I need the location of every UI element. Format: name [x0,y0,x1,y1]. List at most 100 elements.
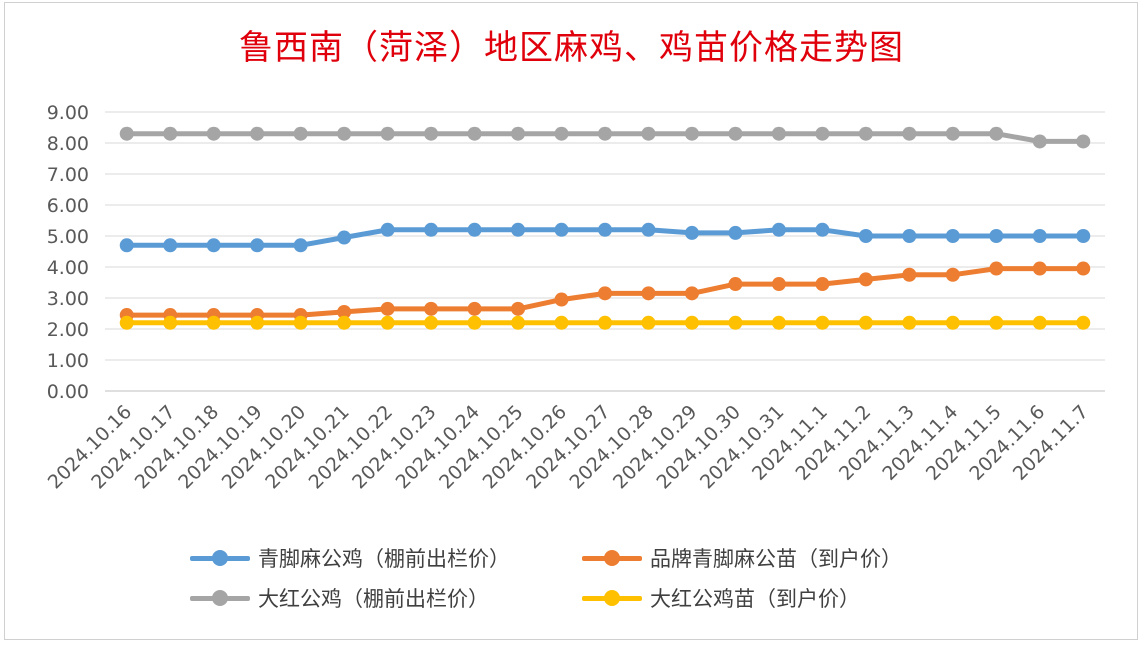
y-tick-label: 4.00 [47,257,89,279]
data-point-series-2 [1032,261,1047,276]
data-point-series-1 [250,238,265,253]
y-tick-label: 7.00 [47,164,89,186]
y-tick-label: 6.00 [47,195,89,217]
data-point-series-2 [902,267,917,282]
data-point-series-1 [1032,229,1047,243]
data-point-series-2 [424,301,439,316]
data-point-series-4 [815,315,830,330]
data-point-series-4 [598,315,612,330]
data-point-series-4 [989,315,1004,330]
data-point-series-2 [380,301,395,316]
data-point-series-4 [1032,315,1047,330]
legend-marker-icon [190,548,250,568]
legend-label: 大红公鸡（棚前出栏价） [258,587,489,611]
data-point-series-3 [206,126,221,141]
y-tick-label: 0.00 [47,381,89,403]
data-point-series-3 [424,126,439,141]
data-point-series-4 [206,315,221,330]
legend-label: 品牌青脚麻公苗（到户价） [650,547,902,571]
legend-item-series-1: 青脚麻公鸡（棚前出栏价） [190,540,510,576]
data-point-series-4 [684,315,699,330]
legend-marker-icon [190,588,250,608]
data-point-series-4 [467,315,482,330]
data-point-series-1 [815,222,830,237]
data-point-series-3 [902,126,917,141]
y-tick-label: 9.00 [47,102,89,124]
data-point-series-4 [1076,315,1091,330]
legend-item-series-4: 大红公鸡苗（到户价） [582,580,860,616]
data-point-series-1 [858,229,873,243]
data-point-series-3 [641,126,656,141]
data-point-series-2 [858,272,873,287]
data-point-series-2 [728,277,743,292]
data-point-series-1 [989,229,1004,243]
data-point-series-3 [337,126,352,141]
y-tick-label: 3.00 [47,288,89,310]
data-point-series-4 [771,315,786,330]
data-point-series-1 [728,225,743,240]
data-point-series-4 [380,315,395,330]
data-point-series-3 [554,126,569,141]
data-point-series-4 [293,315,308,330]
data-point-series-3 [945,126,960,141]
data-point-series-4 [337,315,352,330]
data-point-series-3 [815,126,830,141]
data-point-series-2 [989,261,1004,276]
data-point-series-4 [902,315,917,330]
data-point-series-4 [511,315,526,330]
data-point-series-3 [467,126,482,141]
legend-marker-icon [582,588,642,608]
data-point-series-3 [380,126,395,141]
data-point-series-4 [858,315,873,330]
data-point-series-3 [771,126,786,141]
data-point-series-2 [771,277,786,292]
data-point-series-1 [511,222,526,237]
data-point-series-1 [424,222,439,237]
data-point-series-3 [163,126,178,141]
data-point-series-3 [511,126,526,141]
data-point-series-1 [945,229,960,243]
data-point-series-2 [945,267,960,282]
data-point-series-2 [684,286,699,301]
data-point-series-4 [641,315,656,330]
data-point-series-4 [250,315,265,330]
data-point-series-1 [1076,229,1091,243]
data-point-series-3 [1076,134,1091,149]
data-point-series-3 [684,126,699,141]
legend-item-series-2: 品牌青脚麻公苗（到户价） [582,540,902,576]
data-point-series-4 [728,315,743,330]
y-tick-label: 1.00 [47,350,89,372]
data-point-series-2 [641,286,656,301]
data-point-series-2 [337,304,352,319]
data-point-series-2 [598,286,612,301]
data-point-series-1 [902,229,917,243]
y-tick-label: 2.00 [47,319,89,341]
data-point-series-1 [293,238,308,253]
data-point-series-3 [250,126,265,141]
legend-label: 青脚麻公鸡（棚前出栏价） [258,547,510,571]
y-tick-label: 8.00 [47,133,89,155]
y-tick-label: 5.00 [47,226,89,248]
data-point-series-3 [598,126,612,141]
data-point-series-1 [337,230,352,245]
data-point-series-3 [858,126,873,141]
data-point-series-1 [206,238,221,253]
data-point-series-1 [554,222,569,237]
data-point-series-2 [511,301,526,316]
legend-item-series-3: 大红公鸡（棚前出栏价） [190,580,489,616]
data-point-series-2 [554,292,569,307]
data-point-series-2 [815,277,830,292]
chart-title: 鲁西南（菏泽）地区麻鸡、鸡苗价格走势图 [239,28,904,68]
data-point-series-1 [641,222,656,237]
data-point-series-3 [1032,134,1047,149]
data-point-series-4 [424,315,439,330]
data-point-series-1 [380,222,395,237]
data-point-series-3 [989,126,1004,141]
data-point-series-4 [945,315,960,330]
data-point-series-2 [1076,261,1091,276]
legend-label: 大红公鸡苗（到户价） [650,587,860,611]
data-point-series-1 [467,222,482,237]
data-point-series-1 [119,238,134,253]
data-point-series-3 [728,126,743,141]
